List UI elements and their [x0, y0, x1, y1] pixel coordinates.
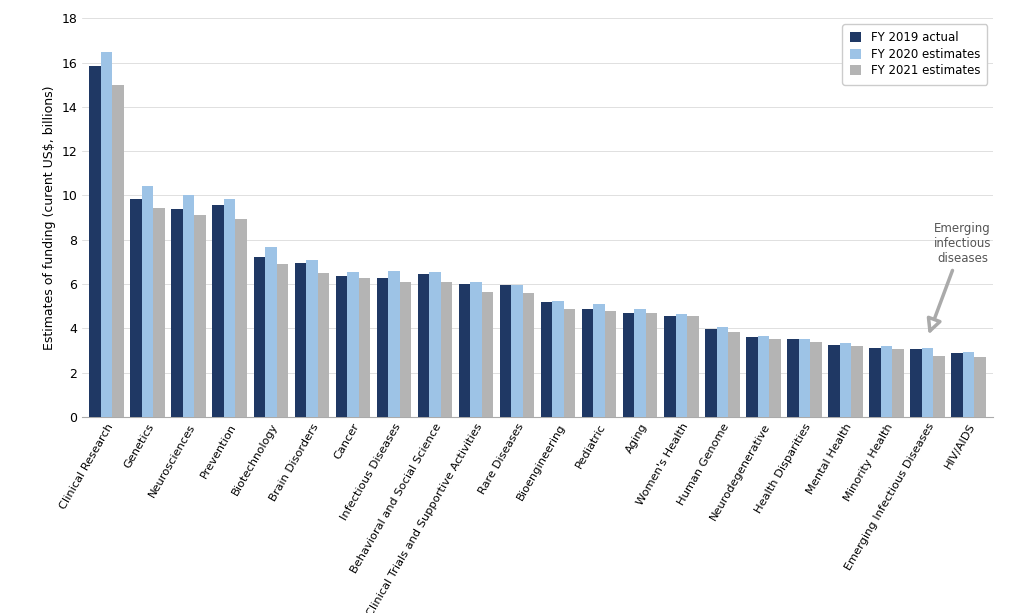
Bar	[399, 282, 412, 417]
Bar	[183, 196, 195, 417]
Bar	[963, 351, 975, 417]
Bar	[276, 264, 288, 417]
Bar	[851, 346, 863, 417]
Bar	[470, 282, 481, 417]
Bar	[769, 340, 780, 417]
Bar	[306, 260, 317, 417]
Bar	[500, 285, 511, 417]
Bar	[440, 282, 453, 417]
Bar	[154, 208, 165, 417]
Bar	[113, 85, 124, 417]
Bar	[89, 66, 100, 417]
Bar	[706, 329, 717, 417]
Bar	[605, 311, 616, 417]
Bar	[635, 310, 646, 417]
Bar	[664, 316, 676, 417]
Bar	[828, 345, 840, 417]
Bar	[799, 340, 810, 417]
Bar	[377, 278, 388, 417]
Bar	[347, 272, 358, 417]
Bar	[429, 272, 440, 417]
Bar	[869, 348, 881, 417]
Bar	[171, 209, 183, 417]
Bar	[676, 314, 687, 417]
Bar	[236, 219, 247, 417]
Bar	[646, 313, 657, 417]
Bar	[840, 343, 851, 417]
Bar	[265, 248, 276, 417]
Bar	[130, 199, 142, 417]
Bar	[100, 51, 113, 417]
Bar	[787, 340, 799, 417]
Bar	[810, 341, 821, 417]
Bar	[728, 332, 739, 417]
Bar	[933, 356, 945, 417]
Bar	[623, 313, 635, 417]
Bar	[195, 215, 206, 417]
Bar	[317, 273, 329, 417]
Bar	[975, 357, 986, 417]
Bar	[459, 284, 470, 417]
Bar	[224, 199, 236, 417]
Bar	[881, 346, 892, 417]
Bar	[951, 352, 963, 417]
Y-axis label: Estimates of funding (curent US$, billions): Estimates of funding (curent US$, billio…	[43, 85, 55, 350]
Bar	[418, 274, 429, 417]
Bar	[564, 310, 575, 417]
Bar	[541, 302, 552, 417]
Text: Emerging
infectious
diseases: Emerging infectious diseases	[929, 222, 991, 331]
Bar	[892, 349, 904, 417]
Bar	[511, 285, 523, 417]
Bar	[336, 276, 347, 417]
Legend: FY 2019 actual, FY 2020 estimates, FY 2021 estimates: FY 2019 actual, FY 2020 estimates, FY 20…	[843, 25, 987, 85]
Bar	[922, 348, 933, 417]
Bar	[142, 186, 154, 417]
Bar	[582, 310, 594, 417]
Bar	[523, 293, 535, 417]
Bar	[910, 349, 922, 417]
Bar	[717, 327, 728, 417]
Bar	[254, 257, 265, 417]
Bar	[481, 292, 494, 417]
Bar	[687, 316, 698, 417]
Bar	[758, 336, 769, 417]
Bar	[212, 205, 224, 417]
Bar	[594, 304, 605, 417]
Bar	[388, 271, 399, 417]
Bar	[746, 337, 758, 417]
Bar	[295, 263, 306, 417]
Bar	[358, 278, 370, 417]
Bar	[552, 300, 564, 417]
